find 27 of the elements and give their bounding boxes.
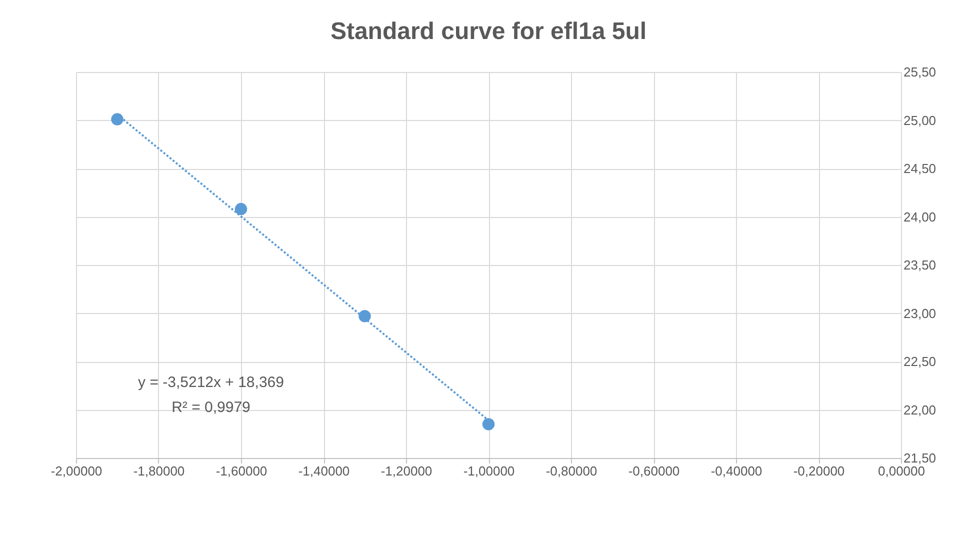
x-tick-label: -1,20000 xyxy=(380,464,432,478)
y-tick-label: 24,50 xyxy=(904,161,936,176)
y-tick-label: 23,00 xyxy=(904,306,936,321)
x-tick-label: -1,40000 xyxy=(298,464,350,478)
annotation: y = -3,5212x + 18,369 xyxy=(138,374,284,391)
x-tick-label: -0,80000 xyxy=(546,464,598,478)
point xyxy=(111,113,124,126)
x-tick-label: 0,00000 xyxy=(878,464,925,478)
x-tick-label: -1,00000 xyxy=(463,464,515,478)
x-tick-label: -0,60000 xyxy=(628,464,680,478)
point xyxy=(358,310,371,322)
x-tick-label: -1,80000 xyxy=(133,464,185,478)
y-tick-label: 22,00 xyxy=(904,402,936,418)
chart-title: Standard curve for efl1a 5ul xyxy=(330,18,647,45)
y-tick-label: 25,50 xyxy=(904,64,936,80)
point xyxy=(234,202,248,216)
y-tick-label: 23,50 xyxy=(904,258,936,272)
y-tick-label: 21,50 xyxy=(904,450,936,466)
x-tick-label: -1,60000 xyxy=(216,464,268,478)
point xyxy=(482,418,495,430)
x-tick-label: -0,20000 xyxy=(793,464,845,478)
y-tick-label: 22,50 xyxy=(904,354,936,369)
x-tick-label: -0,40000 xyxy=(710,464,762,478)
x-tick-label: -2,00000 xyxy=(50,464,102,478)
y-tick-label: 24,00 xyxy=(904,209,936,224)
y-tick-label: 25,00 xyxy=(904,112,936,128)
annotation: R² = 0,9979 xyxy=(172,399,250,416)
